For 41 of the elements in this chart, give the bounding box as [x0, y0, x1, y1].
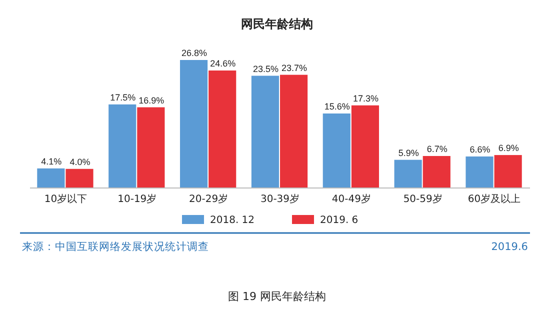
- data-label: 6.6%: [470, 144, 490, 154]
- x-tick-label: 50-59岁: [403, 193, 442, 205]
- data-label: 4.1%: [41, 156, 62, 166]
- caption: 图 19 网民年龄结构: [228, 290, 326, 303]
- data-label: 5.9%: [398, 148, 419, 158]
- bar: [494, 155, 522, 188]
- data-label: 17.3%: [352, 93, 378, 104]
- data-label: 4.0%: [70, 156, 90, 167]
- data-label: 23.5%: [252, 64, 278, 74]
- x-tick-label: 40-49岁: [332, 193, 371, 205]
- x-tick-label: 10-19岁: [118, 193, 157, 205]
- x-tick-label: 30-39岁: [260, 193, 300, 205]
- data-label: 24.6%: [210, 58, 236, 69]
- bar: [37, 168, 65, 188]
- data-label: 17.5%: [110, 92, 136, 102]
- text: 2019.6: [491, 241, 528, 253]
- x-tick-label: 10岁以下: [44, 193, 88, 205]
- data-label: 26.8%: [182, 48, 208, 58]
- bar: [466, 156, 494, 188]
- bar: [251, 76, 279, 188]
- data-label: 16.9%: [138, 95, 164, 106]
- bar: [394, 160, 422, 188]
- legend-label: 2019. 6: [320, 215, 358, 226]
- bar: [137, 107, 165, 188]
- bar: [66, 168, 94, 188]
- data-label: 23.7%: [282, 62, 308, 73]
- x-tick-label: 20-29岁: [189, 193, 228, 205]
- data-label: 15.6%: [324, 101, 350, 112]
- source-note: 来源：中国互联网络发展状况统计调查: [22, 240, 209, 253]
- bar: [422, 156, 450, 188]
- bar: [322, 113, 350, 188]
- bar: [208, 70, 236, 188]
- data-label: 6.7%: [426, 144, 448, 154]
- bar: [180, 60, 208, 188]
- bar: [351, 105, 379, 188]
- chart-title: 网民年龄结构: [241, 17, 313, 31]
- legend-label: 2018. 12: [210, 215, 255, 226]
- data-label: 6.9%: [498, 143, 519, 154]
- bar: [280, 74, 308, 188]
- bar: [108, 104, 136, 188]
- x-tick-label: 60岁及以上: [468, 193, 521, 205]
